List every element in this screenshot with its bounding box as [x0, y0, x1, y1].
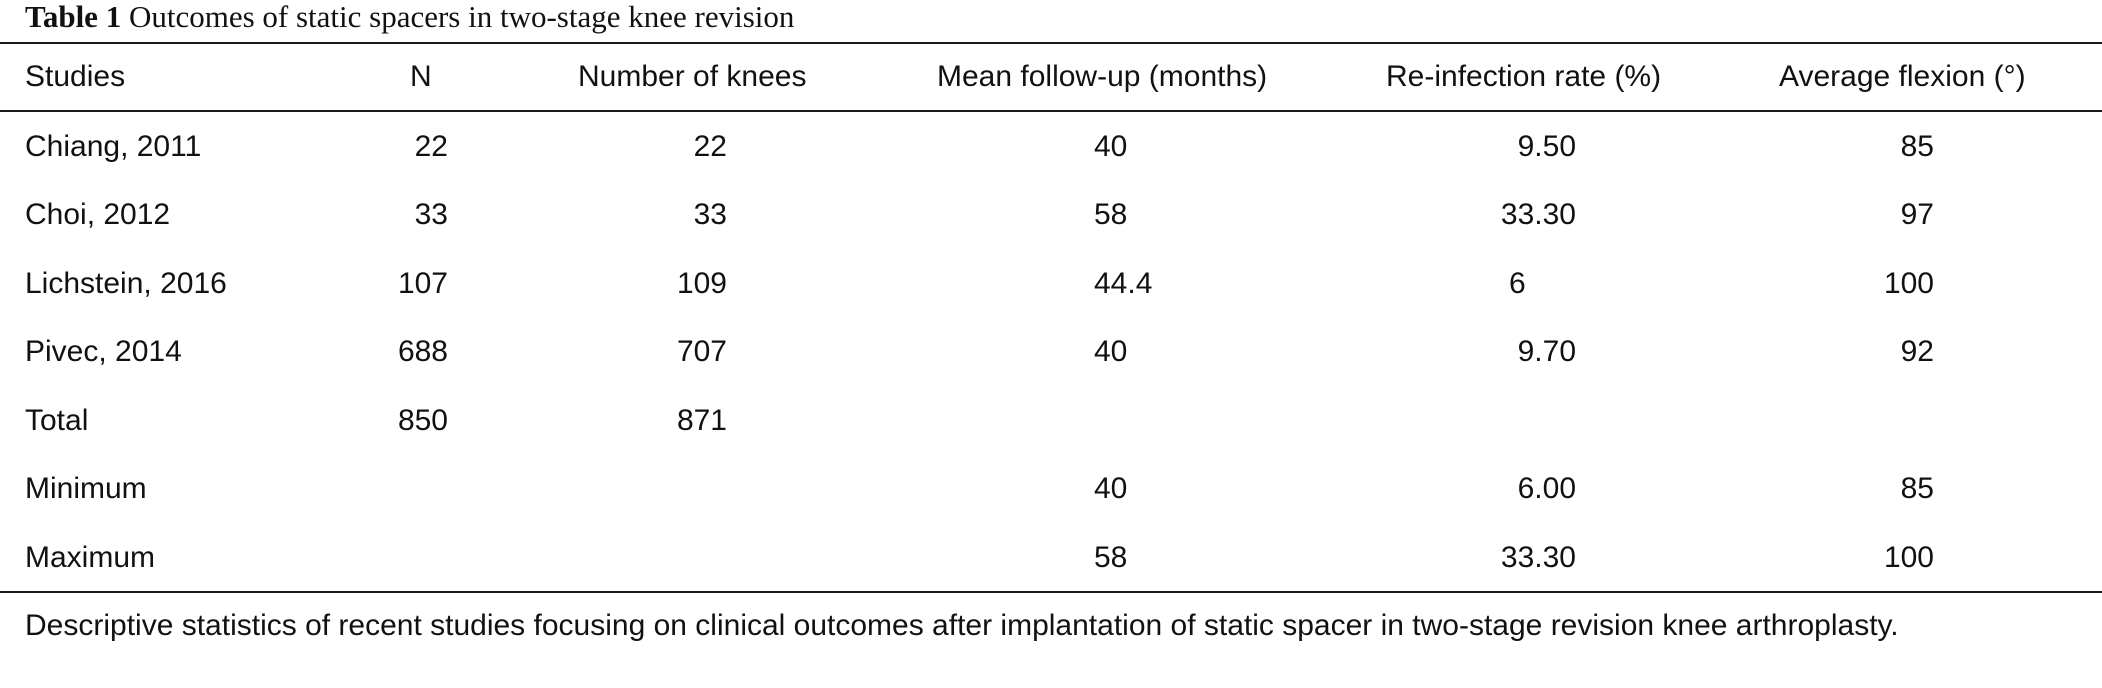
cell-study: Chiang, 2011 [25, 130, 202, 163]
table-row: Lichstein, 2016 107 109 44.4 6 100 [0, 250, 2102, 318]
cell-knees: 109 [676, 267, 727, 300]
top-rule [0, 42, 2102, 44]
cell-follow-up: 40 [1094, 130, 1128, 163]
table-footnote: Descriptive statistics of recent studies… [25, 609, 1899, 642]
cell-n: 107 [397, 267, 448, 300]
table-caption: Table 1 Outcomes of static spacers in tw… [25, 0, 794, 34]
cell-knees: 22 [693, 130, 727, 163]
cell-reinfection: 9.70 [1517, 335, 1576, 368]
cell-study: Lichstein, 2016 [25, 267, 227, 300]
header-rule [0, 110, 2102, 112]
cell-study: Minimum [25, 472, 147, 505]
cell-reinfection: 6 [1509, 267, 1526, 300]
table-row: Total 850 871 [0, 387, 2102, 455]
header-mean-follow-up: Mean follow-up (months) [937, 60, 1268, 93]
cell-follow-up: 40 [1094, 472, 1128, 505]
header-n: N [410, 60, 432, 93]
table-row: Maximum 58 33.30 100 [0, 524, 2102, 592]
cell-flexion: 100 [1883, 267, 1934, 300]
cell-n: 850 [397, 404, 448, 437]
cell-n: 22 [414, 130, 448, 163]
cell-flexion: 100 [1883, 541, 1934, 574]
table-row: Minimum 40 6.00 85 [0, 455, 2102, 523]
cell-study: Choi, 2012 [25, 198, 171, 231]
cell-knees: 33 [693, 198, 727, 231]
cell-reinfection: 33.30 [1500, 198, 1576, 231]
cell-flexion: 97 [1900, 198, 1934, 231]
cell-n: 33 [414, 198, 448, 231]
cell-reinfection: 6.00 [1517, 472, 1576, 505]
cell-knees: 707 [676, 335, 727, 368]
cell-follow-up: 58 [1094, 541, 1128, 574]
cell-knees: 871 [676, 404, 727, 437]
cell-follow-up: 40 [1094, 335, 1128, 368]
cell-n: 688 [397, 335, 448, 368]
table-header-row: Studies N Number of knees Mean follow-up… [0, 43, 2102, 111]
table-row: Pivec, 2014 688 707 40 9.70 92 [0, 318, 2102, 386]
header-number-of-knees: Number of knees [578, 60, 807, 93]
table-caption-label: Table 1 [25, 0, 122, 34]
cell-study: Total [25, 404, 89, 437]
table-caption-text: Outcomes of static spacers in two-stage … [128, 0, 795, 34]
header-reinfection-rate: Re-infection rate (%) [1386, 60, 1662, 93]
header-studies: Studies [25, 60, 126, 93]
cell-flexion: 92 [1900, 335, 1934, 368]
cell-study: Pivec, 2014 [25, 335, 182, 368]
cell-reinfection: 9.50 [1517, 130, 1576, 163]
cell-follow-up: 44.4 [1094, 267, 1153, 300]
cell-flexion: 85 [1900, 130, 1934, 163]
header-average-flexion: Average flexion (°) [1779, 60, 2026, 93]
bottom-rule [0, 591, 2102, 593]
table-row: Choi, 2012 33 33 58 33.30 97 [0, 181, 2102, 249]
cell-follow-up: 58 [1094, 198, 1128, 231]
cell-flexion: 85 [1900, 472, 1934, 505]
cell-study: Maximum [25, 541, 156, 574]
table-row: Chiang, 2011 22 22 40 9.50 85 [0, 113, 2102, 181]
cell-reinfection: 33.30 [1500, 541, 1576, 574]
